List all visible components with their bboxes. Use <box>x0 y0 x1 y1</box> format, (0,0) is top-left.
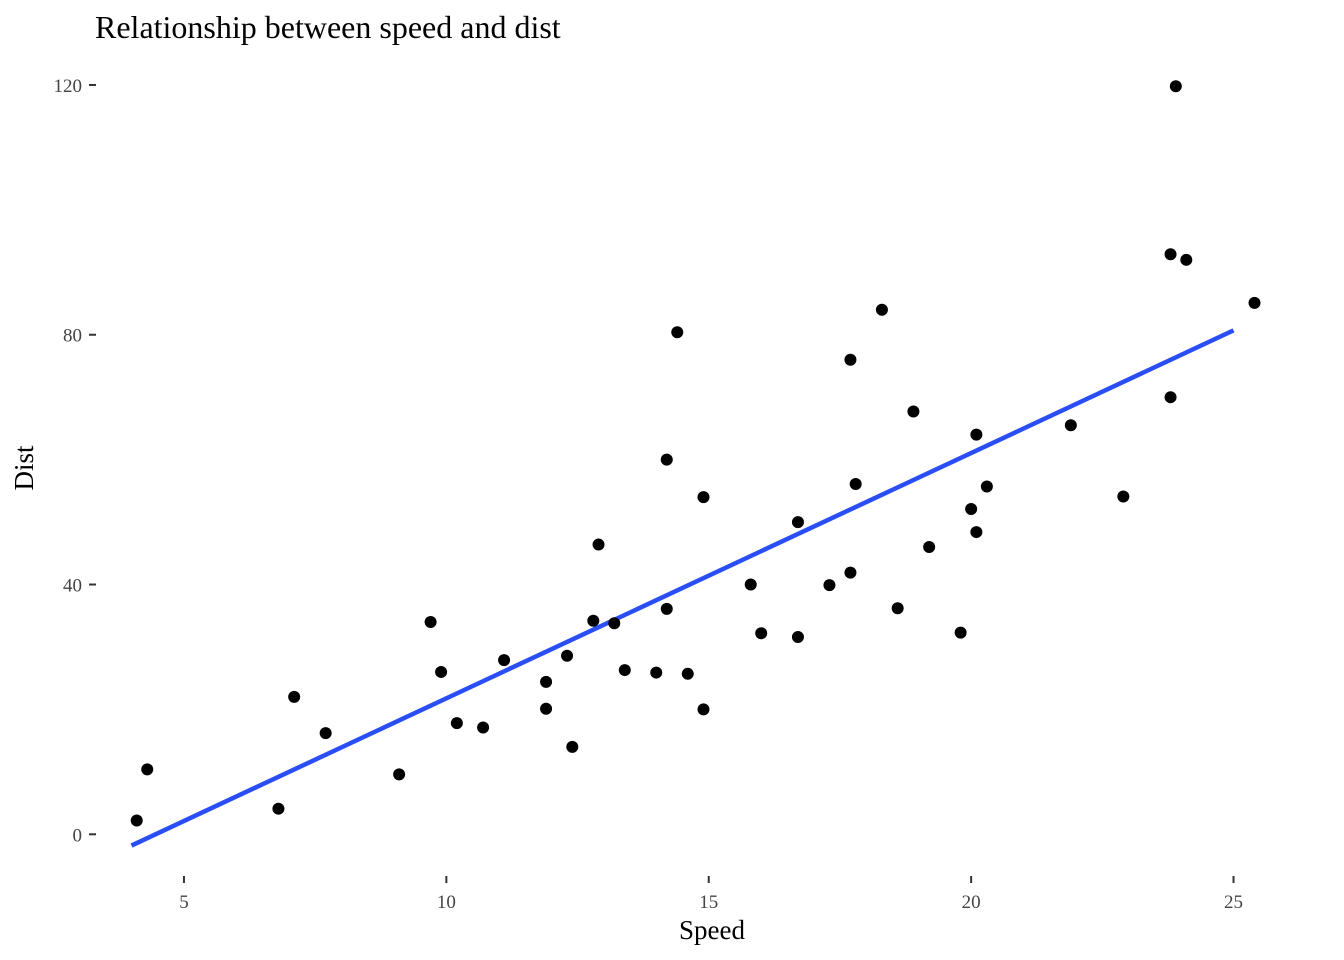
x-tick-label: 10 <box>437 892 456 913</box>
x-tick-label: 20 <box>962 892 981 913</box>
data-point <box>1117 490 1130 503</box>
data-point <box>540 675 553 688</box>
data-point <box>608 617 621 630</box>
data-point <box>907 405 920 418</box>
data-point <box>1180 253 1193 266</box>
data-point <box>1248 296 1261 309</box>
x-tick-label: 15 <box>699 892 718 913</box>
data-point <box>681 667 694 680</box>
data-point <box>587 614 600 627</box>
data-point <box>823 579 836 592</box>
data-point <box>1169 80 1182 93</box>
data-point <box>450 717 463 730</box>
x-tick-label: 25 <box>1224 892 1243 913</box>
data-point <box>791 630 804 643</box>
data-point <box>272 802 285 815</box>
data-point <box>980 480 993 493</box>
data-point <box>1064 419 1077 432</box>
data-point <box>566 740 579 753</box>
data-point <box>477 721 490 734</box>
data-point <box>849 477 862 490</box>
data-point <box>393 768 406 781</box>
regression-line <box>130 328 1235 848</box>
data-point <box>141 763 154 776</box>
data-point <box>671 326 684 339</box>
y-axis: 0 40 80 120 <box>54 76 96 846</box>
data-point <box>424 615 437 628</box>
x-tick-label: 5 <box>179 892 189 913</box>
x-axis: 5 10 15 20 25 <box>179 876 1243 913</box>
data-point <box>891 602 904 615</box>
data-point <box>660 602 673 615</box>
data-point <box>435 665 448 678</box>
data-point <box>954 626 967 639</box>
x-axis-label: Speed <box>679 915 745 945</box>
data-point <box>965 502 978 515</box>
data-point <box>970 428 983 441</box>
data-point <box>1164 248 1177 261</box>
data-point <box>650 666 663 679</box>
y-tick-label: 0 <box>73 825 83 846</box>
y-tick-label: 80 <box>63 326 82 347</box>
chart-title: Relationship between speed and dist <box>95 9 561 45</box>
data-point <box>618 664 631 677</box>
data-point <box>130 814 143 827</box>
data-point <box>844 566 857 579</box>
data-point <box>791 516 804 529</box>
data-point <box>697 491 710 504</box>
y-tick-label: 40 <box>63 576 82 597</box>
regression-line-layer <box>130 328 1235 848</box>
data-point <box>844 353 857 366</box>
data-point <box>660 453 673 466</box>
data-point <box>288 690 301 703</box>
data-point <box>923 541 936 554</box>
data-point <box>755 627 768 640</box>
data-point <box>970 526 983 539</box>
y-tick-label: 120 <box>54 76 83 97</box>
data-point <box>697 703 710 716</box>
data-point <box>592 538 605 551</box>
data-point <box>875 303 888 316</box>
data-point <box>540 702 553 715</box>
data-point <box>1164 391 1177 404</box>
data-point <box>561 649 574 662</box>
y-axis-label: Dist <box>9 445 39 491</box>
data-point <box>744 578 757 591</box>
data-points <box>130 80 1261 827</box>
data-point <box>498 654 511 667</box>
data-point <box>319 727 332 740</box>
